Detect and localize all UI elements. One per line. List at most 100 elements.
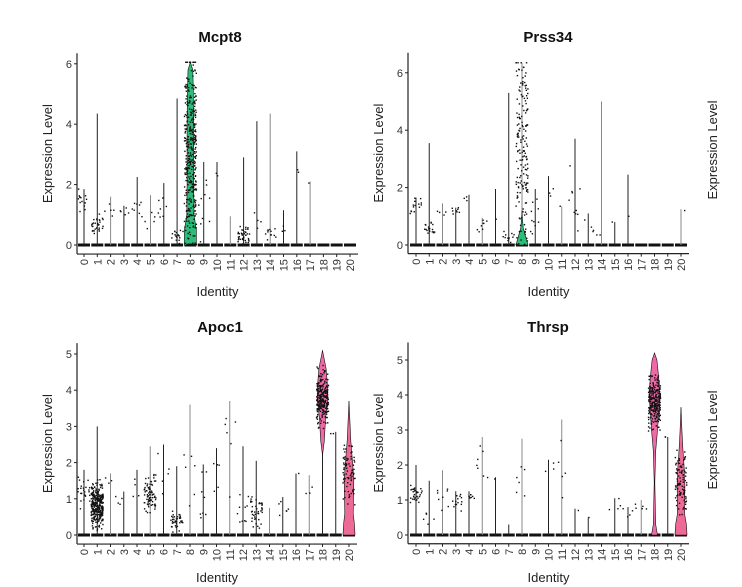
data-point xyxy=(93,518,96,520)
data-point xyxy=(471,495,474,498)
data-point xyxy=(79,196,81,198)
data-point xyxy=(354,477,356,480)
data-point xyxy=(191,139,194,142)
data-point xyxy=(504,236,506,239)
data-point xyxy=(92,513,95,515)
data-point xyxy=(194,86,196,89)
data-point xyxy=(150,499,152,502)
data-point xyxy=(188,157,191,160)
data-point xyxy=(190,114,193,116)
data-point xyxy=(648,412,650,415)
data-point xyxy=(651,388,654,390)
data-point xyxy=(321,416,324,418)
data-point xyxy=(189,139,191,141)
data-point xyxy=(527,191,529,193)
data-point xyxy=(326,406,328,408)
data-point xyxy=(81,200,83,203)
data-point xyxy=(473,497,476,500)
data-point xyxy=(344,451,346,453)
data-point xyxy=(351,445,353,448)
data-point xyxy=(319,394,321,396)
data-point xyxy=(321,405,324,408)
data-point xyxy=(327,401,329,404)
data-point xyxy=(653,415,656,417)
data-point xyxy=(523,181,526,184)
data-point xyxy=(91,510,93,512)
data-point xyxy=(414,204,416,207)
data-point xyxy=(96,514,98,516)
data-point xyxy=(255,523,257,525)
data-point xyxy=(352,473,355,476)
data-point xyxy=(188,199,190,201)
data-point xyxy=(97,505,100,507)
data-point xyxy=(677,508,680,510)
data-point xyxy=(679,483,681,486)
data-point xyxy=(656,409,658,411)
data-point xyxy=(518,149,521,151)
data-point xyxy=(84,491,86,493)
data-point xyxy=(190,180,192,182)
data-point xyxy=(195,183,197,186)
data-point xyxy=(659,393,661,395)
data-point xyxy=(238,235,240,238)
data-point xyxy=(176,516,179,518)
data-point xyxy=(298,472,300,475)
x-tick-label: 18 xyxy=(650,259,662,271)
data-point xyxy=(657,392,659,394)
data-point xyxy=(325,396,327,399)
data-point xyxy=(189,126,192,128)
data-point xyxy=(659,395,661,398)
data-point xyxy=(192,117,194,119)
data-point xyxy=(102,523,104,526)
y-tick-label: 4 xyxy=(66,119,72,131)
data-point xyxy=(154,498,157,501)
data-point xyxy=(679,477,681,479)
data-point xyxy=(319,398,322,401)
data-point xyxy=(676,478,678,480)
data-point xyxy=(353,472,355,475)
data-point xyxy=(245,228,247,230)
data-point xyxy=(92,491,94,494)
data-point xyxy=(89,494,91,497)
data-point xyxy=(187,145,189,148)
data-point xyxy=(97,222,99,225)
data-point xyxy=(683,499,685,502)
data-point xyxy=(237,240,239,243)
data-point xyxy=(425,512,427,514)
data-point xyxy=(98,494,100,496)
data-point xyxy=(324,416,326,418)
data-point xyxy=(678,457,680,460)
x-tick-label: 0 xyxy=(79,549,91,555)
x-tick-label: 14 xyxy=(265,549,277,561)
data-point xyxy=(251,510,253,513)
data-point xyxy=(184,466,187,468)
data-point xyxy=(98,506,100,508)
data-point xyxy=(168,468,170,470)
data-point xyxy=(186,213,189,215)
data-point xyxy=(649,396,651,399)
data-point xyxy=(185,229,187,232)
data-point xyxy=(534,224,536,227)
data-point xyxy=(93,498,95,500)
data-point xyxy=(192,194,195,197)
x-tick-label: 8 xyxy=(185,259,197,265)
data-point xyxy=(91,487,93,489)
data-point xyxy=(525,190,528,192)
data-point xyxy=(146,498,148,501)
data-point xyxy=(195,87,197,89)
data-point xyxy=(191,121,194,123)
data-point xyxy=(657,418,660,421)
data-point xyxy=(132,495,134,498)
data-point xyxy=(645,508,648,510)
data-point xyxy=(245,520,247,523)
data-point xyxy=(239,225,241,228)
data-point xyxy=(519,117,522,120)
data-point xyxy=(162,215,164,218)
data-point xyxy=(92,501,95,503)
chart-title: Mcpt8 xyxy=(198,29,241,46)
data-point xyxy=(592,229,595,232)
data-point xyxy=(654,410,657,413)
data-point xyxy=(94,519,96,521)
data-point xyxy=(348,495,351,498)
x-tick-label: 4 xyxy=(132,549,144,555)
